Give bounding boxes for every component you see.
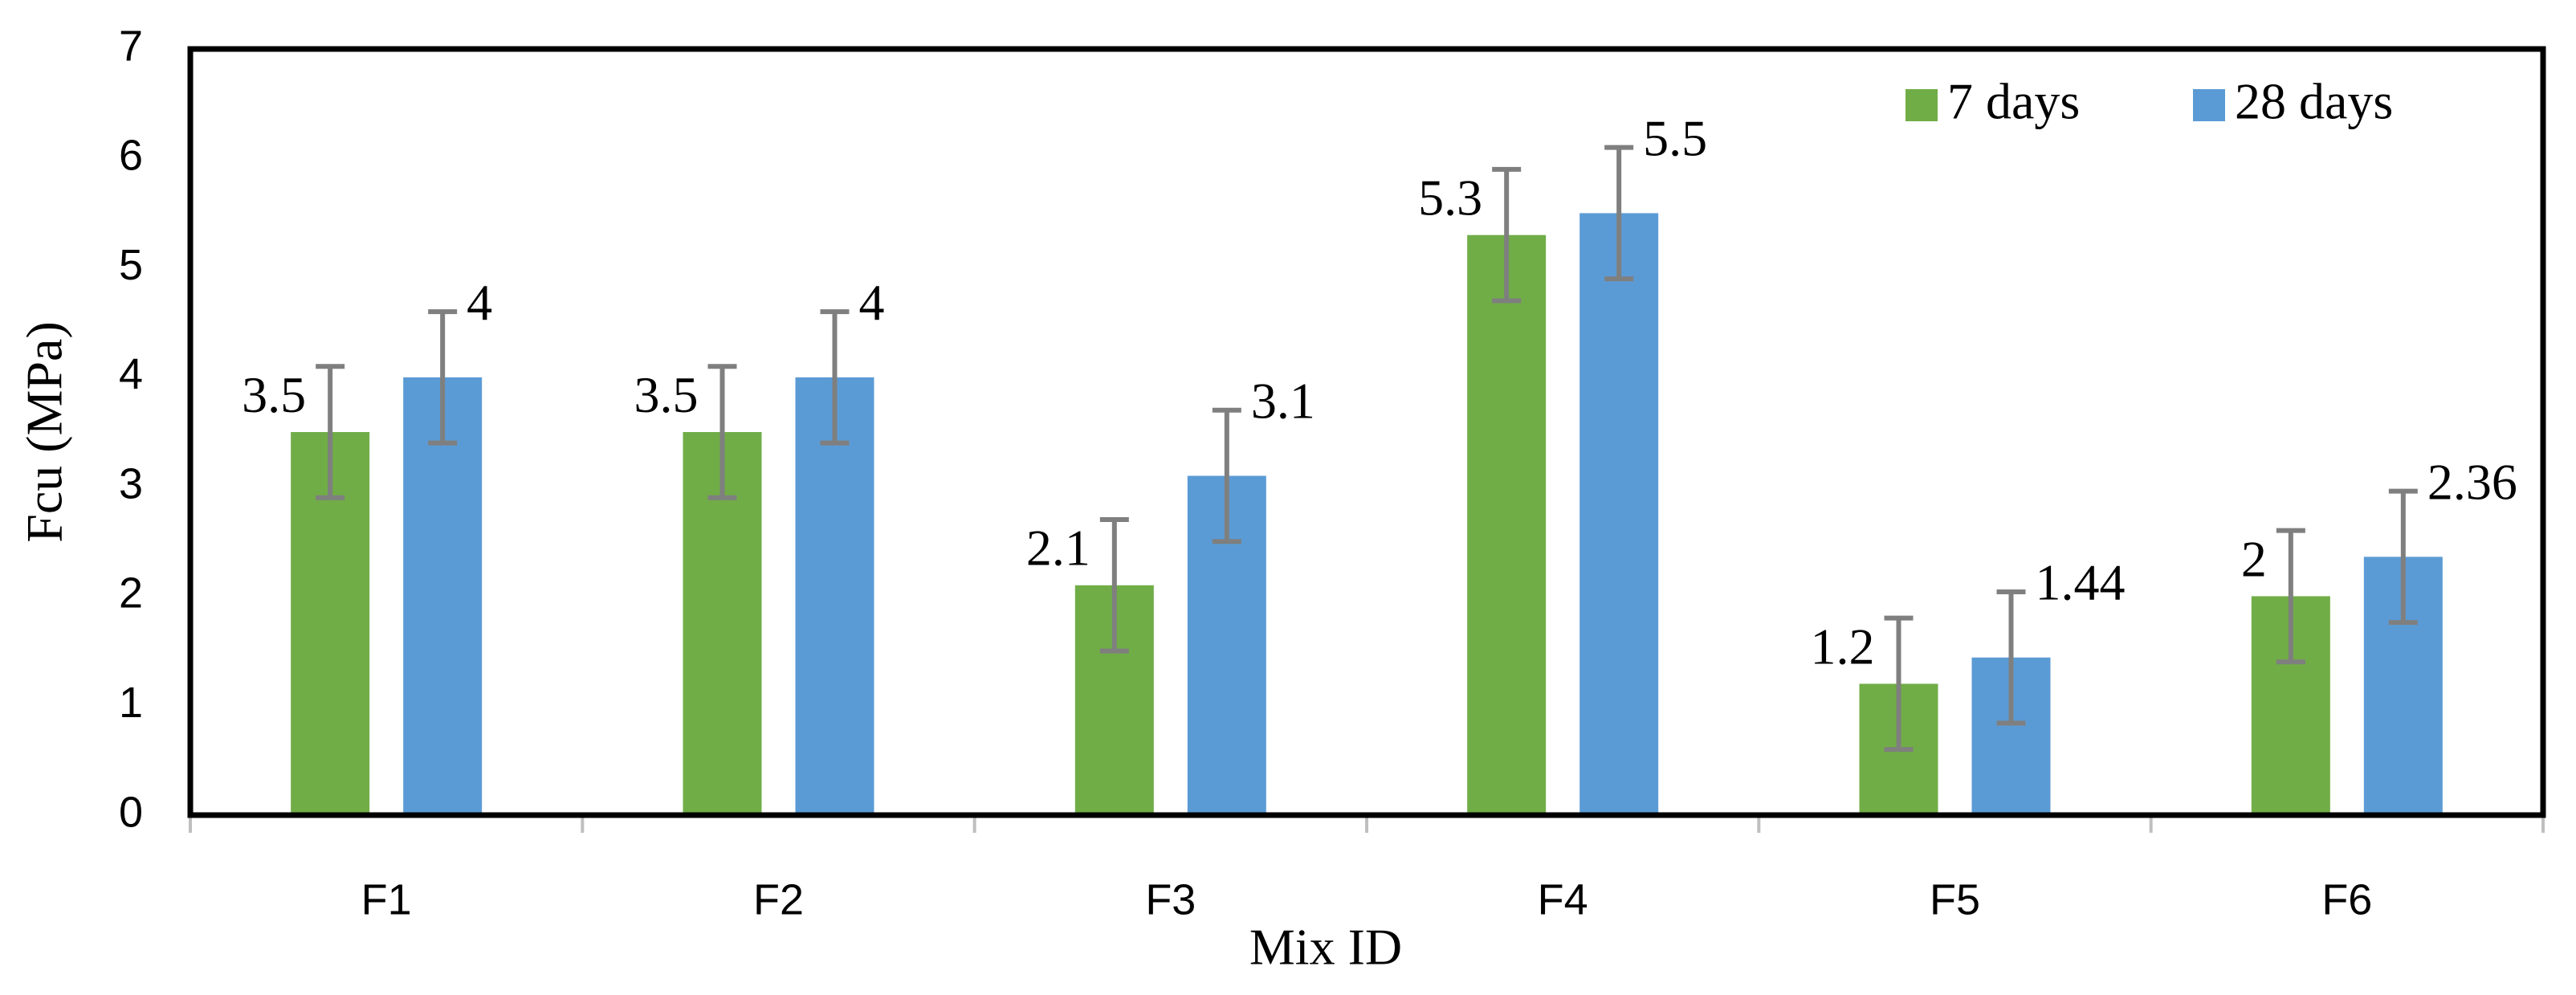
- x-tick-label: F5: [1930, 875, 1980, 924]
- legend-label: 7 days: [1947, 73, 2080, 130]
- error-bar: [820, 309, 850, 446]
- y-tick-label: 3: [119, 459, 143, 508]
- data-label: 1.2: [1811, 618, 1875, 675]
- y-tick-label: 0: [119, 788, 143, 836]
- error-bar: [707, 364, 737, 500]
- bar: [1579, 213, 1659, 815]
- error-bar: [2388, 488, 2418, 626]
- error-bar: [1212, 407, 1241, 544]
- error-bar: [1492, 166, 1522, 304]
- data-label: 4: [467, 274, 492, 331]
- legend-label: 28 days: [2235, 73, 2393, 130]
- bar: [403, 377, 483, 815]
- bar: [1467, 234, 1547, 816]
- data-label: 3.5: [242, 366, 306, 423]
- error-bar: [2276, 528, 2305, 665]
- x-tick-label: F2: [753, 875, 804, 924]
- data-label: 2: [2241, 530, 2267, 587]
- data-label: 2.36: [2427, 453, 2517, 510]
- error-bar: [428, 309, 458, 446]
- bar: [795, 377, 874, 815]
- error-bar: [1884, 615, 1914, 752]
- y-tick-label: 4: [119, 350, 143, 398]
- data-label: 5.3: [1418, 169, 1482, 226]
- error-bar: [1604, 145, 1634, 282]
- error-bar: [316, 364, 345, 500]
- legend-swatch: [1906, 89, 1938, 121]
- legend-swatch: [2193, 89, 2225, 121]
- y-tick-label: 7: [119, 22, 143, 70]
- data-label: 3.1: [1251, 372, 1315, 429]
- y-tick-label: 6: [119, 132, 143, 180]
- x-tick-label: F1: [361, 875, 412, 924]
- data-label: 4: [859, 274, 885, 331]
- data-label: 1.44: [2036, 554, 2126, 611]
- data-label: 3.5: [634, 366, 699, 423]
- x-tick-label: F6: [2321, 875, 2372, 924]
- x-axis-title: Mix ID: [1249, 919, 1402, 976]
- error-bar: [1996, 589, 2026, 726]
- plot-frame: [187, 46, 2546, 818]
- y-axis-title: Fcu (MPa): [16, 321, 73, 543]
- y-tick-label: 5: [119, 241, 143, 289]
- data-label: 2.1: [1026, 520, 1090, 577]
- error-bar: [1099, 517, 1129, 654]
- y-tick-label: 1: [119, 679, 143, 727]
- y-tick-label: 2: [119, 569, 143, 618]
- x-tick-label: F4: [1538, 875, 1588, 924]
- x-tick-label: F3: [1145, 875, 1196, 924]
- data-label: 5.5: [1643, 109, 1707, 166]
